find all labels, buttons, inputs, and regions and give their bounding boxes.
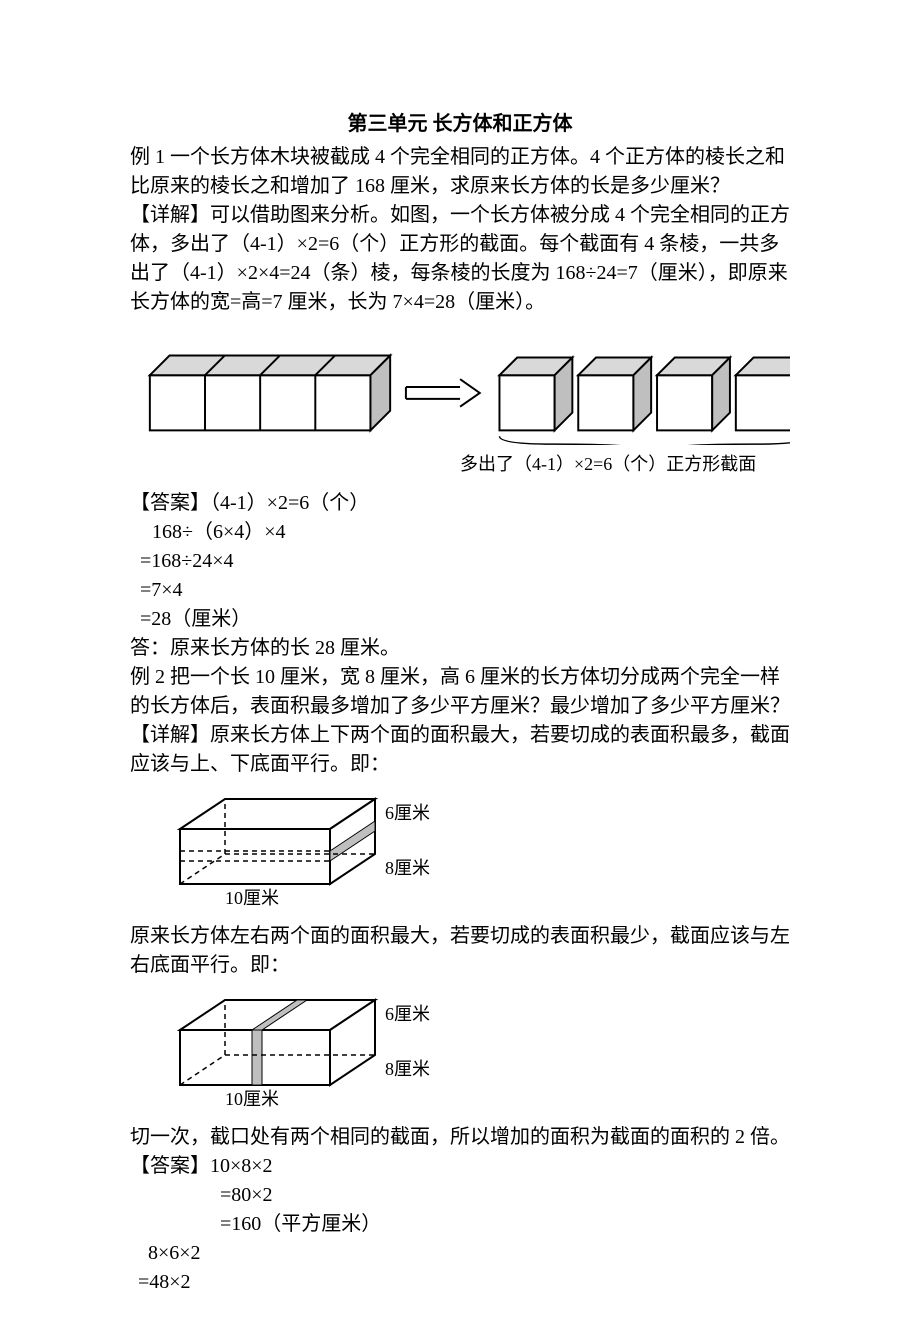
- figure3: 6厘米 8厘米 10厘米: [170, 990, 790, 1119]
- page-content: 第三单元 长方体和正方体 例 1 一个长方体木块被截成 4 个完全相同的正方体。…: [0, 0, 920, 1337]
- answer2-line5: =48×2: [138, 1268, 790, 1297]
- answer1-line6: 答：原来长方体的长 28 厘米。: [130, 634, 790, 663]
- answer2-line4: 8×6×2: [148, 1239, 790, 1268]
- example2-detail1: 【详解】原来长方体上下两个面的面积最大，若要切成的表面积最多，截面应该与上、下底…: [130, 721, 790, 779]
- answer2-line3: =160（平方厘米）: [220, 1210, 790, 1239]
- figure3-svg: 6厘米 8厘米 10厘米: [170, 990, 470, 1110]
- figure1-caption: 多出了（4-1）×2=6（个）正方形截面: [460, 451, 790, 477]
- answer1-line2: 168÷（6×4）×4: [152, 518, 790, 547]
- example2-detail2: 原来长方体左右两个面的面积最大，若要切成的表面积最少，截面应该与左右底面平行。即…: [130, 922, 790, 980]
- fig3-length-label: 10厘米: [225, 1089, 279, 1109]
- fig2-height-label: 6厘米: [385, 803, 430, 823]
- fig3-height-label: 6厘米: [385, 1004, 430, 1024]
- answer1-line5: =28（厘米）: [140, 605, 790, 634]
- example1-detail: 【详解】可以借助图来分析。如图，一个长方体被分成 4 个完全相同的正方体，多出了…: [130, 201, 790, 317]
- figure2-svg: 6厘米 8厘米 10厘米: [170, 789, 470, 909]
- fig3-width-label: 8厘米: [385, 1059, 430, 1079]
- example1-problem: 例 1 一个长方体木块被截成 4 个完全相同的正方体。4 个正方体的棱长之和比原…: [130, 143, 790, 201]
- answer2-line2: =80×2: [220, 1181, 790, 1210]
- figure2: 6厘米 8厘米 10厘米: [170, 789, 790, 918]
- example2-problem: 例 2 把一个长 10 厘米，宽 8 厘米，高 6 厘米的长方体切分成两个完全一…: [130, 663, 790, 721]
- figure1: [140, 335, 790, 445]
- answer2-line1: 【答案】10×8×2: [130, 1152, 790, 1181]
- answer1-line1: 【答案】（4-1）×2=6（个）: [130, 489, 790, 518]
- answer1-line4: =7×4: [140, 576, 790, 605]
- unit-title: 第三单元 长方体和正方体: [130, 110, 790, 139]
- fig2-length-label: 10厘米: [225, 888, 279, 908]
- fig2-width-label: 8厘米: [385, 858, 430, 878]
- example2-note: 切一次，截口处有两个相同的截面，所以增加的面积为截面的面积的 2 倍。: [130, 1123, 790, 1152]
- figure1-svg: [140, 335, 790, 445]
- answer1-line3: =168÷24×4: [140, 547, 790, 576]
